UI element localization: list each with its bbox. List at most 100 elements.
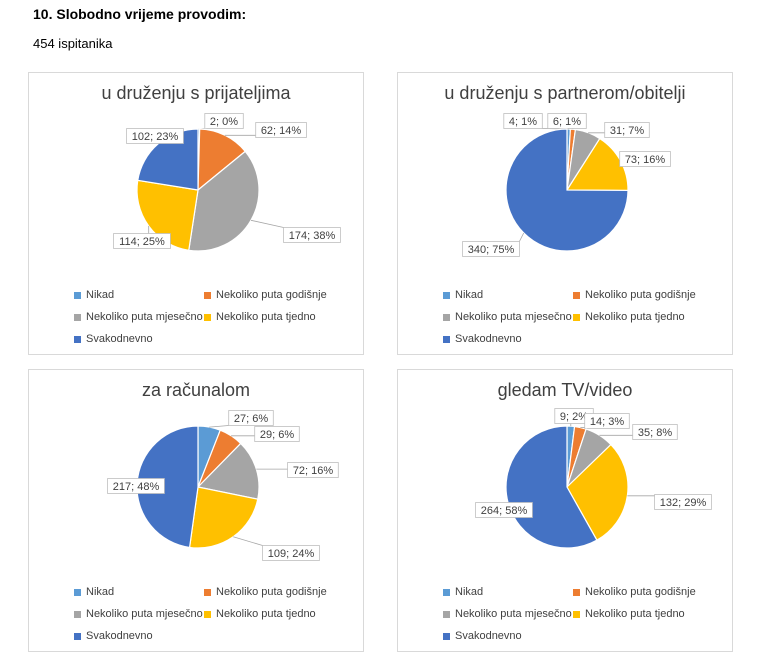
data-label-box	[113, 233, 171, 249]
data-label: 2; 0%	[210, 116, 238, 128]
leader-line	[519, 232, 525, 242]
slice-tjedno	[136, 179, 199, 251]
data-label-box	[604, 122, 650, 138]
respondent-count: 454 ispitanika	[33, 36, 113, 51]
data-label-box	[255, 122, 307, 138]
legend-label: Svakodnevno	[86, 333, 153, 345]
legend-swatch	[443, 588, 450, 596]
legend-item: Nikad	[443, 586, 483, 598]
legend-swatch	[443, 632, 450, 640]
legend-swatch	[573, 588, 580, 596]
legend-item: Nekoliko puta tjedno	[204, 608, 316, 620]
data-label-box	[654, 494, 712, 510]
legend-label: Nekoliko puta mjesečno	[455, 311, 572, 323]
data-label-box	[126, 128, 184, 144]
data-label-box	[462, 241, 520, 257]
legend-label: Nekoliko puta tjedno	[216, 608, 316, 620]
data-label: 9; 2%	[560, 411, 588, 423]
data-label-box	[619, 151, 671, 167]
data-label: 72; 16%	[293, 465, 334, 477]
leader-line	[233, 536, 263, 546]
data-label: 31; 7%	[610, 125, 644, 137]
legend-item: Nekoliko puta tjedno	[204, 311, 316, 323]
data-label: 27; 6%	[234, 413, 268, 425]
legend-label: Nekoliko puta godišnje	[585, 289, 696, 301]
legend-label: Nekoliko puta tjedno	[585, 608, 685, 620]
pie-chart-svg: 27; 6% 29; 6% 72; 16% 109; 24% 217; 48%	[107, 410, 339, 561]
legend-item: Nekoliko puta mjesečno	[74, 608, 203, 620]
legend-item: Nikad	[74, 586, 114, 598]
data-label-box	[254, 426, 300, 442]
data-label: 6; 1%	[553, 116, 581, 128]
slice-tjedno	[566, 443, 629, 541]
legend-item: Nekoliko puta godišnje	[204, 586, 327, 598]
section-heading: 10. Slobodno vrijeme provodim:	[33, 6, 247, 22]
slice-godisnje	[197, 128, 247, 192]
legend-item: Svakodnevno	[443, 630, 522, 642]
legend-item: Nekoliko puta tjedno	[573, 311, 685, 323]
legend-swatch	[204, 291, 211, 299]
legend-swatch	[74, 588, 81, 596]
legend-item: Nekoliko puta tjedno	[573, 608, 685, 620]
data-label-box	[107, 478, 165, 494]
slice-svakodnevno	[505, 128, 629, 252]
data-label-box	[503, 113, 543, 129]
legend-label: Nikad	[86, 289, 115, 301]
data-label: 217; 48%	[113, 481, 160, 493]
legend-swatch	[443, 291, 450, 299]
legend-swatch	[74, 291, 81, 299]
chart-title: u druženju s prijateljima	[101, 83, 291, 103]
data-label: 132; 29%	[660, 497, 707, 509]
data-label: 264; 58%	[481, 505, 528, 517]
data-label-box	[287, 462, 339, 478]
legend-swatch	[74, 335, 81, 343]
leader-line	[209, 425, 229, 428]
slice-tjedno	[188, 486, 259, 549]
data-label: 29; 6%	[260, 429, 294, 441]
legend-swatch	[204, 610, 211, 618]
data-label-box	[584, 413, 630, 429]
legend-label: Nikad	[455, 289, 484, 301]
data-label: 174; 38%	[289, 230, 336, 242]
chart-friends: u druženju s prijateljima 2; 0% 62; 14% 17…	[28, 72, 364, 355]
legend-item: Nekoliko puta mjesečno	[74, 311, 203, 323]
data-label: 73; 16%	[625, 154, 666, 166]
data-label: 102; 23%	[132, 131, 179, 143]
legend-item: Svakodnevno	[443, 333, 522, 345]
data-label-box	[632, 424, 678, 440]
legend-label: Nekoliko puta mjesečno	[86, 608, 203, 620]
pie-chart-svg: 2; 0% 62; 14% 174; 38% 114; 25% 102; 23%	[113, 113, 341, 252]
legend-label: Nekoliko puta godišnje	[216, 289, 327, 301]
chart-title: za računalom	[141, 380, 251, 400]
data-label-box	[204, 113, 244, 129]
slice-mjesecno	[188, 150, 260, 252]
legend-item: Nikad	[443, 289, 483, 301]
legend-label: Nikad	[86, 586, 115, 598]
legend-swatch	[443, 610, 450, 618]
chart-computer: za računalom 27; 6% 29; 6% 72; 16% 109; 24%…	[28, 369, 364, 652]
legend-label: Nikad	[455, 586, 484, 598]
chart-title: u druženju s partnerom/obitelji	[444, 83, 686, 103]
data-label-box	[262, 545, 320, 561]
data-label-box	[283, 227, 341, 243]
legend-label: Nekoliko puta godišnje	[585, 586, 696, 598]
pie-chart-svg: 4; 1% 6; 1% 31; 7% 73; 16% 340; 75%	[462, 113, 671, 257]
legend-swatch	[573, 610, 580, 618]
legend-swatch	[443, 335, 450, 343]
legend-swatch	[573, 313, 580, 321]
pie-chart-svg: 9; 2% 14; 3% 35; 8% 132; 29% 264; 58%	[475, 408, 712, 549]
legend-item: Nekoliko puta godišnje	[204, 289, 327, 301]
data-label: 109; 24%	[268, 548, 315, 560]
legend-label: Nekoliko puta godišnje	[216, 586, 327, 598]
legend-label: Nekoliko puta tjedno	[585, 311, 685, 323]
legend-item: Nikad	[74, 289, 114, 301]
legend-swatch	[74, 632, 81, 640]
data-label: 35; 8%	[638, 427, 672, 439]
legend-item: Svakodnevno	[74, 333, 153, 345]
data-label: 14; 3%	[590, 416, 624, 428]
chart-tv-video: gledam TV/video 9; 2% 14; 3% 35; 8% 132; 29…	[397, 369, 733, 652]
legend-label: Svakodnevno	[455, 333, 522, 345]
data-label: 114; 25%	[119, 236, 165, 248]
data-label: 62; 14%	[261, 125, 302, 137]
leader-line	[250, 219, 284, 228]
